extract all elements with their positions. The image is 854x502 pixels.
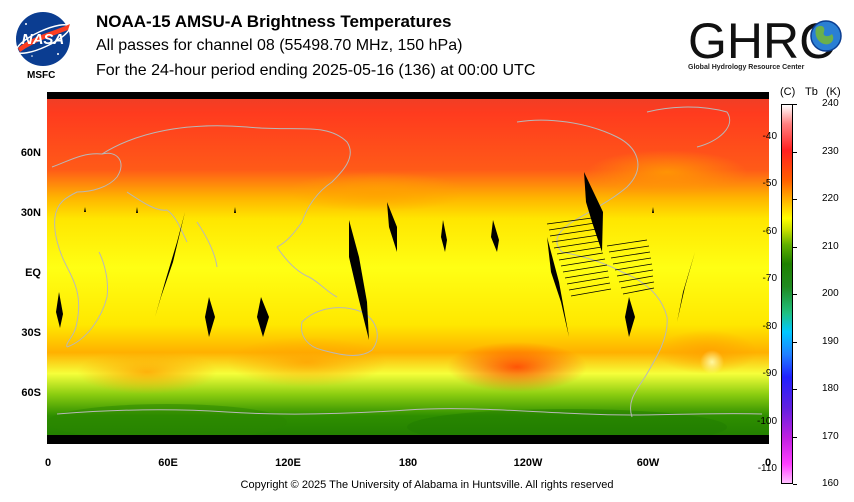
chart-subtitle: All passes for channel 08 (55498.70 MHz,… [96,37,463,54]
lon-label-60e: 60E [158,457,178,469]
nasa-wordmark: NASA [22,31,65,48]
copyright-notice: Copyright © 2025 The University of Alaba… [240,479,614,491]
colorbar-kelvin-tick: 240 [822,98,839,109]
brightness-temperature-map [47,92,769,444]
colorbar [781,104,793,484]
lon-label-0-west-edge: 0 [44,457,52,469]
colorbar-celsius-tick: -90 [762,368,777,380]
lat-label-30n: 30N [20,207,41,219]
colorbar-kelvin-tick: 190 [822,335,839,347]
msfc-label: MSFC [27,70,56,81]
lat-label-eq: EQ [25,267,41,279]
colorbar-celsius-tick: -80 [762,320,777,332]
colorbar-tick-mark [793,341,797,343]
colorbar-celsius-tick: -60 [762,225,777,237]
ghrc-logo-icon: GHRC [688,13,842,69]
scan-dropout-stripes [546,217,655,297]
south-no-data-band [47,435,769,444]
north-no-data-band [47,92,769,99]
colorbar-kelvin-tick: 180 [822,383,839,394]
ghrc-full-name: Global Hydrology Resource Center [688,64,805,71]
colorbar-kelvin-tick: 210 [822,240,839,252]
colorbar-tick-mark [793,389,797,390]
colorbar-celsius-tick: -50 [762,178,777,190]
chart-title: NOAA-15 AMSU-A Brightness Temperatures [96,12,452,31]
colorbar-celsius-tick: -110 [757,463,777,475]
colorbar-tick-mark [793,104,797,105]
colorbar-kelvin-tick: 200 [822,288,839,299]
lon-label-120e: 120E [275,457,301,469]
colorbar-kelvin-tick: 230 [822,145,839,157]
lat-label-60s: 60S [21,387,41,399]
lon-label-180: 180 [398,457,418,469]
colorbar-celsius-tick: -100 [756,415,777,427]
colorbar-tick-mark [793,151,797,153]
lat-label-30s: 30S [21,327,41,339]
lat-label-60n: 60N [20,147,41,159]
colorbar-kelvin-tick: 170 [822,430,839,442]
colorbar-celsius-tick: -40 [762,130,777,142]
colorbar-tick-mark [793,484,797,485]
colorbar-unit-kelvin: (K) [826,86,841,98]
colorbar-kelvin-tick: 160 [822,478,839,489]
coastlines [51,106,763,418]
lon-label-60w: 60W [636,457,660,469]
colorbar-unit-celsius: (C) [780,86,796,98]
orbit-gaps [56,172,705,340]
colorbar-tick-mark [793,246,797,248]
period-label: For the 24-hour period ending 2025-05-16… [96,62,536,79]
colorbar-kelvin-tick: 220 [822,193,839,204]
colorbar-tick-mark [793,294,797,295]
colorbar-tick-mark [793,199,797,200]
lon-label-120w: 120W [513,457,543,469]
lon-label-0-east-edge: 0 [764,457,772,469]
nasa-logo-icon: NASA [15,12,71,66]
ghrc-wordmark: GHRC [688,13,835,69]
colorbar-celsius-tick: -70 [762,273,777,285]
colorbar-variable: Tb [805,86,818,98]
colorbar-tick-mark [793,436,797,438]
